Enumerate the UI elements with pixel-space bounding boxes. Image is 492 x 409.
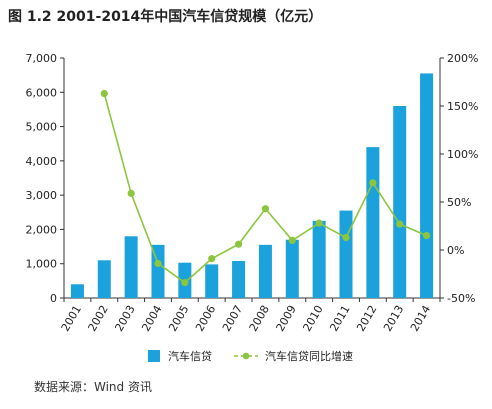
bar bbox=[97, 260, 111, 298]
bar bbox=[70, 284, 84, 298]
right-axis-tick-label: 0% bbox=[447, 244, 464, 257]
x-axis-tick-label: 2012 bbox=[354, 303, 379, 334]
x-axis-tick-label: 2008 bbox=[247, 303, 272, 334]
source-note: 数据来源：Wind 资讯 bbox=[34, 380, 152, 394]
bar bbox=[312, 220, 326, 298]
x-axis-tick-label: 2001 bbox=[59, 303, 84, 334]
bar bbox=[205, 264, 219, 298]
growth-point bbox=[181, 279, 189, 287]
left-axis-tick-label: 6,000 bbox=[26, 86, 58, 99]
line-series bbox=[100, 89, 431, 287]
bar bbox=[258, 244, 272, 298]
legend: 汽车信贷 汽车信贷同比增速 bbox=[148, 349, 353, 363]
bar-series bbox=[70, 73, 434, 298]
x-axis-tick-label: 2003 bbox=[112, 303, 137, 334]
growth-point bbox=[234, 240, 243, 248]
chart-title: 图 1.2 2001-2014年中国汽车信贷规模（亿元） bbox=[8, 9, 323, 25]
legend-bar-swatch bbox=[148, 350, 160, 362]
growth-point bbox=[369, 179, 377, 187]
x-axis-tick-label: 2009 bbox=[274, 303, 299, 334]
bar bbox=[232, 260, 246, 298]
legend-line-marker bbox=[242, 352, 250, 360]
bar bbox=[393, 106, 407, 298]
bar bbox=[420, 73, 434, 298]
axes: 0 1,000 2,000 3,000 4,000 5,000 6,000 7,000 -50%… bbox=[26, 52, 479, 334]
growth-point bbox=[422, 232, 431, 240]
bar bbox=[366, 147, 380, 298]
growth-point bbox=[127, 189, 135, 197]
growth-point bbox=[154, 259, 162, 268]
legend-bar-label: 汽车信贷 bbox=[168, 349, 212, 363]
right-axis-tick-label: -50% bbox=[447, 292, 475, 305]
x-axis-tick-label: 2004 bbox=[139, 303, 164, 334]
growth-point bbox=[396, 220, 404, 228]
x-axis-tick-label: 2010 bbox=[300, 303, 325, 334]
x-axis-tick-label: 2005 bbox=[166, 303, 191, 334]
left-axis-tick-label: 2,000 bbox=[26, 223, 58, 236]
left-axis-tick-label: 3,000 bbox=[26, 189, 58, 202]
left-axis-tick-label: 0 bbox=[50, 292, 57, 305]
left-axis-tick-label: 1,000 bbox=[26, 258, 58, 271]
growth-point bbox=[100, 89, 108, 98]
x-axis-tick-label: 2007 bbox=[220, 303, 245, 334]
growth-point bbox=[261, 205, 270, 213]
right-axis-tick-label: 200% bbox=[447, 52, 478, 65]
left-axis-tick-label: 7,000 bbox=[26, 52, 58, 65]
bar bbox=[285, 239, 299, 298]
growth-point bbox=[208, 255, 216, 263]
x-axis-tick-label: 2011 bbox=[327, 303, 352, 334]
x-axis-tick-label: 2013 bbox=[381, 303, 406, 334]
bar bbox=[124, 236, 138, 298]
bar bbox=[151, 244, 165, 298]
x-axis-tick-label: 2002 bbox=[86, 303, 111, 334]
bar bbox=[339, 210, 353, 298]
left-axis-tick-label: 5,000 bbox=[26, 121, 58, 134]
growth-point bbox=[288, 236, 296, 244]
right-axis-tick-label: 100% bbox=[447, 148, 478, 161]
growth-point bbox=[315, 219, 323, 227]
right-axis-tick-label: 50% bbox=[447, 196, 471, 209]
x-axis-tick-label: 2014 bbox=[408, 303, 433, 334]
legend-line-label: 汽车信贷同比增速 bbox=[265, 349, 353, 363]
left-axis-tick-label: 4,000 bbox=[26, 155, 58, 168]
x-axis-tick-label: 2006 bbox=[193, 303, 218, 334]
right-axis-tick-label: 150% bbox=[447, 100, 478, 113]
growth-point bbox=[342, 233, 350, 242]
